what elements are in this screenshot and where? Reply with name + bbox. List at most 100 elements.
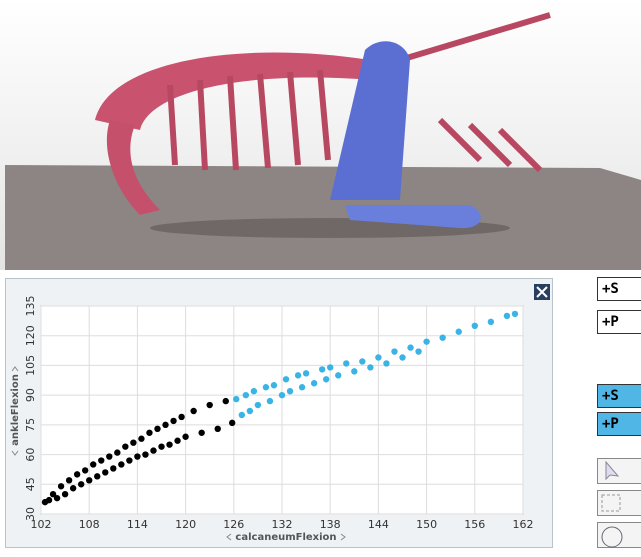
point [146,430,152,436]
point [359,358,365,364]
point [158,443,164,449]
point [166,441,172,447]
x-tick-label: 150 [416,518,437,531]
3d-viewport[interactable] [0,0,641,270]
point [407,344,413,350]
point [74,471,80,477]
point [46,497,52,503]
point [215,426,221,432]
x-tick-label: 156 [464,518,485,531]
point [255,402,261,408]
point [456,329,462,335]
floor [5,165,641,270]
point [150,447,156,453]
y-tick-label: 90 [24,388,37,402]
x-tick-label: 108 [79,518,100,531]
point [383,360,389,366]
point [86,477,92,483]
add-button[interactable]: +P [597,310,641,334]
y-tick-label: 60 [24,448,37,462]
point [178,414,184,420]
point [126,457,132,463]
y-tick-label: 135 [24,296,37,317]
point [271,382,277,388]
point [154,426,160,432]
point [295,372,301,378]
point [311,380,317,386]
point [351,368,357,374]
point [162,422,168,428]
point [472,323,478,329]
point [122,443,128,449]
x-axis-title: calcaneumFlexion [235,532,336,543]
point [198,430,204,436]
ellipse-tool[interactable] [597,522,641,548]
y-tick-label: 105 [24,355,37,376]
point [106,453,112,459]
point [138,436,144,442]
point [82,467,88,473]
point [391,348,397,354]
point [130,439,136,445]
point [78,481,84,487]
point [114,449,120,455]
x-tick-label: 120 [175,518,196,531]
point [239,412,245,418]
point [283,376,289,382]
add-button[interactable]: +S [597,384,641,408]
point [299,384,305,390]
point [62,491,68,497]
x-tick-label: 144 [368,518,389,531]
point [90,461,96,467]
point [504,313,510,319]
point [439,334,445,340]
y-axis-title: ankleFlexion [10,374,21,446]
y-tick-label: 45 [24,477,37,491]
point [94,473,100,479]
point [375,354,381,360]
point [98,457,104,463]
point [303,370,309,376]
x-tick-label: 126 [223,518,244,531]
point [190,408,196,414]
point [263,384,269,390]
app: {"chart_data": {"type": "scatter", "x_la… [0,0,641,553]
point [182,434,188,440]
add-button[interactable]: +S [597,277,641,301]
x-tick-label: 114 [127,518,148,531]
y-tick-label: 120 [24,325,37,346]
y-tick-label: 30 [24,507,37,521]
point [174,438,180,444]
select-tool[interactable] [597,458,641,484]
point [102,469,108,475]
y-tick-label: 75 [24,418,37,432]
add-button[interactable]: +P [597,412,641,436]
point [58,483,64,489]
point [327,364,333,370]
point [399,354,405,360]
x-tick-label: 132 [272,518,293,531]
x-tick-label: 162 [513,518,534,531]
point [142,451,148,457]
point [279,392,285,398]
point [70,485,76,491]
close-button[interactable] [534,284,550,300]
x-tick-label: 138 [320,518,341,531]
point [66,477,72,483]
point [323,376,329,382]
point [267,398,273,404]
point [170,418,176,424]
point [423,338,429,344]
point [415,348,421,354]
point [512,311,518,317]
point [54,495,60,501]
point [223,398,229,404]
point [243,392,249,398]
point [134,453,140,459]
point [488,319,494,325]
point [367,364,373,370]
rect-tool[interactable] [597,490,641,516]
point [118,461,124,467]
